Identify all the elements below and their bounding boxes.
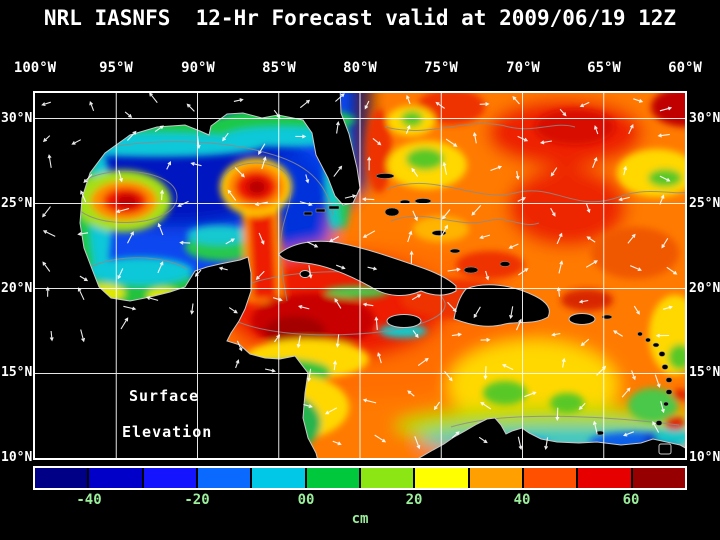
colorbar-tick-5: 60	[622, 492, 640, 508]
map-frame: Surface Elevation	[33, 91, 687, 460]
lat-label-left-25n: 25°N	[1, 196, 33, 211]
lon-label-75w: 75°W	[424, 60, 458, 76]
forecast-map-canvas	[35, 93, 685, 458]
lat-label-right-10n: 10°N	[689, 450, 720, 465]
lat-label-left-30n: 30°N	[1, 111, 33, 126]
colorbar-segment-5	[306, 468, 361, 488]
colorbar-tick-1: -20	[184, 492, 210, 508]
colorbar-tick-3: 20	[405, 492, 423, 508]
lon-label-70w: 70°W	[506, 60, 540, 76]
lat-label-right-30n: 30°N	[689, 111, 720, 126]
contour-lines	[72, 123, 685, 428]
colorbar-segment-4	[252, 468, 307, 488]
lon-label-80w: 80°W	[343, 60, 377, 76]
colorbar-segment-3	[197, 468, 253, 488]
colorbar-segment-6	[360, 468, 416, 488]
lat-label-left-15n: 15°N	[1, 365, 33, 380]
lon-label-85w: 85°W	[262, 60, 296, 76]
field-label-line2: Elevation	[122, 423, 213, 441]
colorbar-tick-2: 00	[297, 492, 315, 508]
lat-label-right-20n: 20°N	[689, 281, 720, 296]
plot-title: NRL IASNFS 12-Hr Forecast valid at 2009/…	[43, 6, 677, 30]
colorbar-segment-2	[143, 468, 198, 488]
lat-label-left-10n: 10°N	[1, 450, 33, 465]
colorbar-tick-0: -40	[76, 492, 102, 508]
lon-label-65w: 65°W	[587, 60, 621, 76]
lon-label-95w: 95°W	[99, 60, 133, 76]
lat-label-right-25n: 25°N	[689, 196, 720, 211]
colorbar-segment-7	[415, 468, 470, 488]
lon-label-60w: 60°W	[668, 60, 702, 76]
lon-label-100w: 100°W	[13, 60, 57, 76]
colorbar	[33, 466, 687, 490]
colorbar-segment-8	[469, 468, 524, 488]
colorbar-tick-4: 40	[513, 492, 531, 508]
colorbar-segment-9	[523, 468, 579, 488]
colorbar-segment-1	[89, 468, 144, 488]
colorbar-segment-0	[35, 468, 90, 488]
colorbar-segment-10	[578, 468, 633, 488]
field-label-line1: Surface	[129, 387, 200, 405]
colorbar-segment-11	[632, 468, 685, 488]
colorbar-unit: cm	[351, 511, 369, 527]
lat-label-right-15n: 15°N	[689, 365, 720, 380]
lat-label-left-20n: 20°N	[1, 281, 33, 296]
lon-label-90w: 90°W	[181, 60, 215, 76]
current-vectors	[41, 93, 678, 451]
